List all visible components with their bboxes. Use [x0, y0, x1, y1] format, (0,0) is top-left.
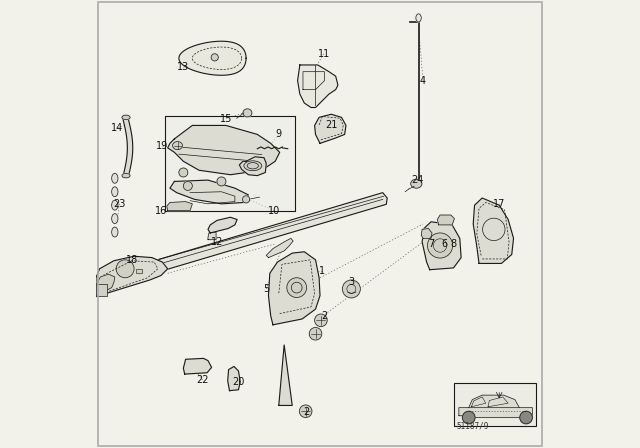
Polygon shape: [96, 256, 168, 297]
Polygon shape: [279, 345, 292, 405]
Text: 2: 2: [303, 407, 310, 417]
Polygon shape: [468, 395, 520, 408]
Text: 23: 23: [113, 199, 125, 209]
Bar: [96, 284, 108, 296]
Circle shape: [428, 233, 452, 258]
Polygon shape: [459, 408, 532, 418]
Polygon shape: [208, 217, 237, 233]
Text: 5: 5: [263, 284, 269, 294]
Text: 21: 21: [325, 121, 337, 130]
Ellipse shape: [122, 115, 130, 120]
Polygon shape: [422, 222, 461, 270]
Circle shape: [116, 260, 134, 278]
Circle shape: [315, 314, 327, 327]
Polygon shape: [269, 252, 320, 325]
Text: 3: 3: [348, 277, 355, 287]
Polygon shape: [123, 119, 132, 177]
Polygon shape: [473, 198, 513, 263]
Polygon shape: [228, 366, 240, 391]
Ellipse shape: [112, 187, 118, 197]
Polygon shape: [105, 193, 387, 286]
Text: 22: 22: [196, 375, 209, 385]
Ellipse shape: [244, 161, 262, 171]
Circle shape: [520, 411, 532, 424]
Ellipse shape: [112, 200, 118, 210]
Ellipse shape: [112, 173, 118, 183]
Polygon shape: [266, 238, 293, 258]
Ellipse shape: [112, 227, 118, 237]
Polygon shape: [315, 114, 346, 143]
Circle shape: [243, 196, 250, 203]
Text: 20: 20: [232, 377, 244, 387]
Text: 24: 24: [412, 175, 424, 185]
Text: 15: 15: [220, 114, 232, 124]
Circle shape: [287, 278, 307, 297]
Circle shape: [179, 168, 188, 177]
Text: 18: 18: [125, 255, 138, 265]
Polygon shape: [437, 215, 454, 225]
Text: 16: 16: [155, 206, 167, 215]
Text: 13: 13: [177, 62, 189, 72]
Text: 14: 14: [111, 123, 124, 133]
Text: 1: 1: [319, 266, 325, 276]
Text: 10: 10: [268, 206, 280, 215]
Text: 12: 12: [211, 237, 223, 247]
Circle shape: [217, 177, 226, 186]
Text: 2: 2: [321, 311, 328, 321]
Circle shape: [211, 54, 218, 61]
Text: 8: 8: [451, 239, 456, 249]
Ellipse shape: [112, 214, 118, 224]
Text: 6: 6: [442, 239, 447, 249]
Bar: [454, 383, 536, 426]
Circle shape: [463, 411, 475, 424]
Text: 17: 17: [493, 199, 506, 209]
Text: 19: 19: [156, 141, 168, 151]
Polygon shape: [170, 180, 248, 204]
Polygon shape: [421, 228, 432, 238]
Text: 9: 9: [276, 129, 282, 139]
Polygon shape: [165, 116, 296, 211]
Text: 7: 7: [428, 239, 434, 249]
Polygon shape: [96, 274, 115, 296]
Text: 11: 11: [317, 49, 330, 59]
Polygon shape: [298, 65, 338, 108]
Polygon shape: [168, 125, 280, 175]
Ellipse shape: [411, 179, 422, 188]
Ellipse shape: [173, 142, 182, 150]
Ellipse shape: [243, 109, 252, 117]
Circle shape: [309, 327, 322, 340]
Bar: [136, 269, 141, 273]
Polygon shape: [208, 232, 216, 240]
Circle shape: [300, 405, 312, 418]
Circle shape: [184, 181, 192, 190]
Ellipse shape: [122, 173, 130, 178]
Circle shape: [342, 280, 360, 298]
Bar: [136, 269, 141, 273]
Polygon shape: [184, 358, 212, 374]
Text: 4: 4: [420, 76, 426, 86]
Text: 51187/9: 51187/9: [457, 421, 489, 430]
Polygon shape: [167, 202, 192, 211]
Polygon shape: [179, 41, 246, 75]
Ellipse shape: [416, 14, 421, 22]
Polygon shape: [239, 157, 266, 176]
